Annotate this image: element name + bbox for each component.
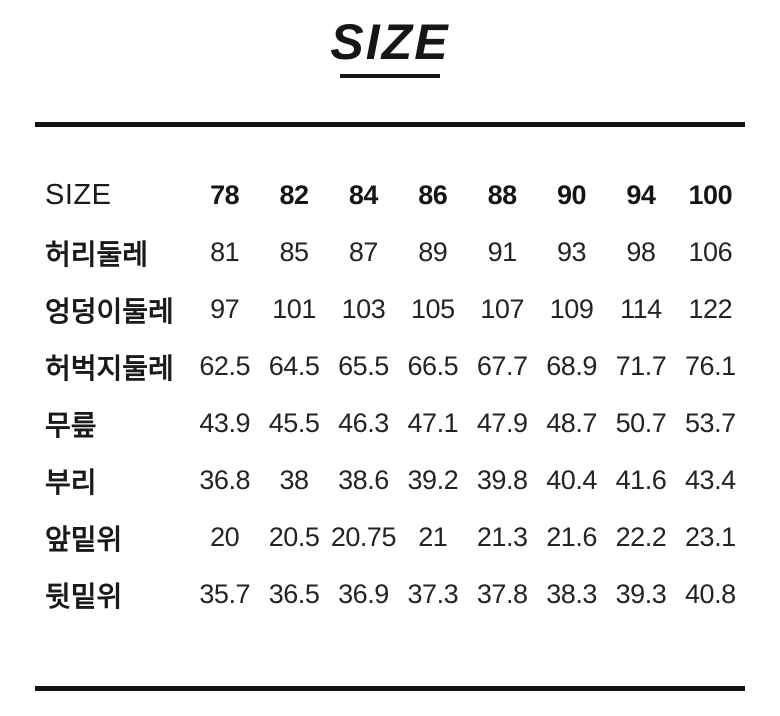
cell-value: 21.6 [546,522,597,552]
cell-value: 71.7 [615,351,667,381]
cell-value: 98 [626,237,656,267]
cell-value: 91 [487,237,518,267]
cell-value: 43.4 [685,465,736,495]
cell-value: 38.6 [338,465,389,495]
row-label: 앞밑위 [45,523,123,555]
cell-value: 50.7 [615,408,667,438]
size-header-row: SIZE 78 82 84 86 88 90 94 100 [35,167,745,224]
cell-value: 40.8 [685,579,736,609]
cell-value: 101 [272,294,316,324]
cell-value: 21.3 [476,522,528,552]
cell-value: 85 [279,237,310,267]
table-row: 앞밑위 20 20.5 20.75 21 21.3 21.6 22.2 23.1 [35,509,745,566]
cell-value: 23.1 [685,522,736,552]
cell-value: 39.3 [615,579,667,609]
cell-value: 89 [418,237,448,267]
cell-value: 65.5 [338,351,389,381]
table-row: 엉덩이둘레 97 101 103 105 107 109 114 122 [35,281,745,338]
table-row: 뒷밑위 35.7 36.5 36.9 37.3 37.8 38.3 39.3 40.8 [35,566,745,623]
cell-value: 53.7 [685,408,736,438]
row-label: 부리 [45,466,97,498]
cell-value: 48.7 [546,408,597,438]
page-title-wrap: SIZE [0,0,780,78]
size-header-value: 86 [418,180,448,210]
cell-value: 103 [341,294,386,324]
row-label: 허벅지둘레 [45,352,174,384]
cell-value: 40.4 [546,465,597,495]
cell-value: 47.9 [476,408,528,438]
cell-value: 107 [480,294,524,324]
cell-value: 122 [688,294,733,324]
cell-value: 106 [688,237,733,267]
page-title: SIZE [330,14,450,70]
cell-value: 47.1 [407,408,459,438]
cell-value: 36.5 [268,579,320,609]
cell-value: 20.75 [330,522,397,552]
cell-value: 97 [210,294,240,324]
cell-value: 67.7 [476,351,528,381]
row-label: 뒷밑위 [45,580,123,612]
cell-value: 37.3 [407,579,459,609]
size-header-value: 90 [557,180,587,210]
cell-value: 36.8 [199,465,250,495]
cell-value: 105 [411,294,455,324]
size-header-value: 84 [348,180,379,210]
cell-value: 20.5 [268,522,320,552]
cell-value: 20 [210,522,240,552]
size-table-wrap: SIZE 78 82 84 86 88 90 94 100 허리둘레 81 85 87 89 91 93 98 1… [35,122,745,691]
row-label: 엉덩이둘레 [45,295,174,327]
cell-value: 46.3 [338,408,389,438]
row-label: 무릎 [45,409,97,441]
cell-value: 41.6 [615,465,667,495]
size-table: SIZE 78 82 84 86 88 90 94 100 허리둘레 81 85 87 89 91 93 98 1… [35,167,745,623]
cell-value: 114 [620,294,662,324]
size-header-value: 82 [279,180,310,210]
cell-value: 62.5 [199,351,250,381]
title-underline [340,74,440,78]
table-row: 허리둘레 81 85 87 89 91 93 98 106 [35,224,745,281]
size-header-value: 100 [688,180,733,210]
cell-value: 36.9 [338,579,389,609]
cell-value: 68.9 [546,351,597,381]
cell-value: 39.8 [476,465,528,495]
cell-value: 109 [549,294,594,324]
cell-value: 38.3 [546,579,597,609]
cell-value: 66.5 [407,351,459,381]
row-label: 허리둘레 [45,238,149,270]
cell-value: 81 [210,237,240,267]
cell-value: 22.2 [615,522,667,552]
table-row: 부리 36.8 38 38.6 39.2 39.8 40.4 41.6 43.4 [35,452,745,509]
cell-value: 39.2 [407,465,459,495]
cell-value: 45.5 [268,408,320,438]
cell-value: 37.8 [476,579,528,609]
size-header-value: 94 [626,180,656,210]
size-header-value: 88 [487,180,518,210]
table-row: 허벅지둘레 62.5 64.5 65.5 66.5 67.7 68.9 71.7 76.1 [35,338,745,395]
cell-value: 64.5 [268,351,320,381]
cell-value: 21 [418,522,448,552]
size-table-body: SIZE 78 82 84 86 88 90 94 100 허리둘레 81 85 87 89 91 93 98 1… [35,167,745,623]
size-header-value: 78 [210,180,240,210]
cell-value: 38 [279,465,310,495]
cell-value: 87 [348,237,379,267]
cell-value: 93 [557,237,587,267]
cell-value: 35.7 [199,579,250,609]
cell-value: 76.1 [685,351,736,381]
cell-value: 43.9 [199,408,250,438]
table-row: 무릎 43.9 45.5 46.3 47.1 47.9 48.7 50.7 53.7 [35,395,745,452]
size-header-label: SIZE [45,179,112,211]
